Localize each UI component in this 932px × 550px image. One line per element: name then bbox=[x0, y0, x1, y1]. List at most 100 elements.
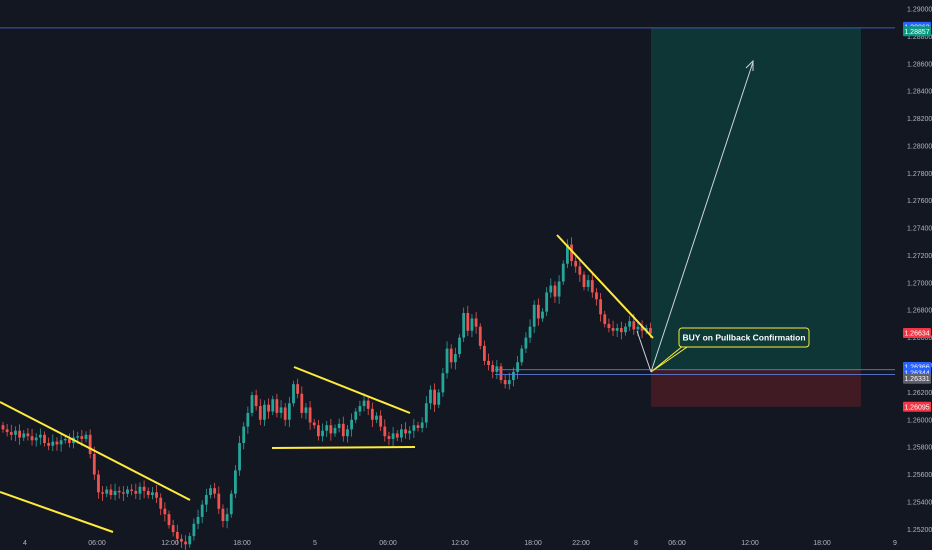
candle[interactable] bbox=[416, 421, 420, 432]
candle[interactable] bbox=[624, 323, 627, 336]
candle[interactable] bbox=[516, 355, 519, 380]
candle[interactable] bbox=[615, 323, 619, 338]
candle[interactable] bbox=[188, 532, 192, 548]
candle[interactable] bbox=[404, 422, 407, 439]
candle[interactable] bbox=[408, 426, 412, 440]
candle[interactable] bbox=[358, 400, 362, 416]
candle[interactable] bbox=[300, 386, 304, 419]
candle[interactable] bbox=[474, 312, 478, 334]
candle[interactable] bbox=[350, 413, 353, 437]
candle[interactable] bbox=[296, 378, 300, 399]
price-tag-target[interactable]: 1.28857 bbox=[903, 26, 931, 37]
price-tag-current[interactable]: 1.26634 bbox=[903, 327, 931, 338]
candle[interactable] bbox=[159, 493, 163, 516]
profit-zone[interactable] bbox=[651, 27, 861, 370]
forecast-arrow-line[interactable] bbox=[650, 61, 754, 373]
candle[interactable] bbox=[134, 483, 138, 500]
candle[interactable] bbox=[478, 323, 482, 350]
candle[interactable] bbox=[491, 360, 495, 379]
candle[interactable] bbox=[126, 486, 129, 498]
candle[interactable] bbox=[462, 307, 466, 343]
candle[interactable] bbox=[400, 423, 403, 442]
candle[interactable] bbox=[507, 372, 511, 390]
candle[interactable] bbox=[138, 482, 142, 500]
candle[interactable] bbox=[312, 419, 316, 429]
candle[interactable] bbox=[395, 430, 399, 441]
candle[interactable] bbox=[528, 319, 532, 343]
candle[interactable] bbox=[234, 465, 237, 499]
candle[interactable] bbox=[424, 396, 428, 428]
candle[interactable] bbox=[337, 418, 341, 433]
candle[interactable] bbox=[283, 403, 287, 427]
candle[interactable] bbox=[229, 490, 233, 518]
candle[interactable] bbox=[379, 410, 383, 431]
candle[interactable] bbox=[180, 534, 183, 548]
candle[interactable] bbox=[26, 428, 30, 441]
candle[interactable] bbox=[590, 272, 594, 298]
candle[interactable] bbox=[142, 480, 146, 499]
annotation-callout[interactable]: BUY on Pullback Confirmation bbox=[650, 327, 810, 373]
candle[interactable] bbox=[5, 423, 9, 437]
candle[interactable] bbox=[287, 397, 291, 428]
candle[interactable] bbox=[63, 435, 67, 444]
candle[interactable] bbox=[167, 510, 171, 529]
candle[interactable] bbox=[88, 429, 92, 459]
candle[interactable] bbox=[105, 486, 109, 498]
candle[interactable] bbox=[38, 428, 42, 445]
candle[interactable] bbox=[541, 308, 544, 322]
candle[interactable] bbox=[553, 281, 557, 303]
candle[interactable] bbox=[375, 412, 378, 424]
candle[interactable] bbox=[487, 353, 490, 371]
candle[interactable] bbox=[292, 380, 295, 407]
candle[interactable] bbox=[321, 423, 324, 442]
candle[interactable] bbox=[200, 500, 204, 524]
candle[interactable] bbox=[163, 502, 167, 522]
candle[interactable] bbox=[557, 275, 561, 304]
candle[interactable] bbox=[209, 484, 212, 499]
trendline[interactable] bbox=[0, 491, 114, 533]
candle[interactable] bbox=[254, 389, 258, 411]
candle[interactable] bbox=[221, 504, 225, 528]
candle[interactable] bbox=[9, 424, 13, 441]
candle[interactable] bbox=[520, 345, 524, 366]
candle[interactable] bbox=[512, 367, 515, 387]
candle[interactable] bbox=[146, 487, 150, 499]
candle[interactable] bbox=[267, 398, 270, 419]
candle[interactable] bbox=[619, 321, 623, 340]
candle[interactable] bbox=[607, 318, 611, 333]
candle[interactable] bbox=[109, 484, 113, 500]
candle[interactable] bbox=[250, 391, 254, 417]
candle[interactable] bbox=[545, 287, 549, 316]
candle[interactable] bbox=[47, 437, 51, 451]
candle[interactable] bbox=[582, 271, 586, 291]
candle[interactable] bbox=[483, 340, 486, 366]
candle[interactable] bbox=[263, 400, 266, 427]
candle[interactable] bbox=[346, 424, 349, 443]
candle[interactable] bbox=[130, 484, 134, 496]
candle[interactable] bbox=[275, 393, 279, 418]
candle[interactable] bbox=[225, 507, 229, 529]
candle[interactable] bbox=[499, 362, 503, 384]
candle[interactable] bbox=[453, 347, 457, 370]
candle[interactable] bbox=[466, 305, 470, 337]
candle[interactable] bbox=[595, 288, 598, 306]
candle[interactable] bbox=[196, 509, 200, 530]
candle[interactable] bbox=[549, 278, 553, 298]
price-tag-stop[interactable]: 1.26095 bbox=[903, 401, 931, 412]
candle[interactable] bbox=[599, 293, 602, 322]
candle[interactable] bbox=[412, 418, 416, 438]
candle[interactable] bbox=[333, 424, 337, 437]
candle[interactable] bbox=[611, 320, 615, 337]
candle[interactable] bbox=[59, 433, 63, 452]
candle[interactable] bbox=[117, 486, 121, 499]
candle[interactable] bbox=[383, 419, 387, 442]
candle[interactable] bbox=[14, 426, 17, 442]
candle[interactable] bbox=[441, 367, 445, 397]
candle[interactable] bbox=[155, 485, 158, 504]
candle[interactable] bbox=[366, 396, 370, 416]
candle[interactable] bbox=[213, 482, 217, 499]
candle[interactable] bbox=[574, 256, 578, 273]
candle[interactable] bbox=[113, 483, 117, 501]
candle[interactable] bbox=[171, 519, 175, 537]
